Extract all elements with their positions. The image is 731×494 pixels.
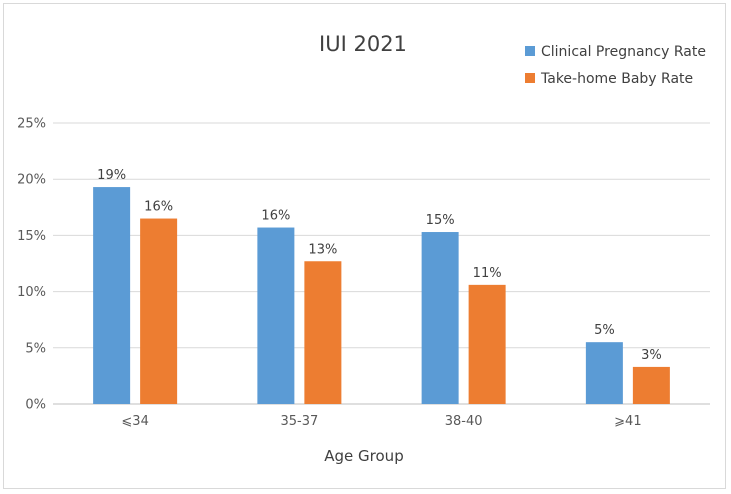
x-tick-label: 35-37 [280,414,318,429]
data-label: 15% [426,213,455,228]
bar [468,284,506,404]
legend-label-clinical-pregnancy: Clinical Pregnancy Rate [541,44,706,60]
y-tick-label: 25% [17,117,46,132]
chart-title: IUI 2021 [319,32,407,56]
bar [304,261,342,404]
bar [93,187,131,404]
y-tick-label: 10% [17,285,46,300]
x-axis-title: Age Group [324,447,403,465]
data-label: 16% [144,200,173,215]
bar [257,227,295,404]
x-tick-label: ⩽34 [121,414,148,429]
legend: Clinical Pregnancy Rate Take-home Baby R… [525,44,706,87]
legend-swatch-take-home-baby [525,73,535,83]
data-labels: 19% 16% 16% 13% 15% 11% 5% 3% [97,168,662,363]
y-tick-label: 15% [17,229,46,244]
bar [140,218,178,404]
data-label: 19% [97,168,126,183]
y-tick-label: 20% [17,173,46,188]
legend-swatch-clinical-pregnancy [525,46,535,56]
y-tick-label: 0% [25,398,46,413]
x-tick-label: ⩾41 [614,414,641,429]
bar [632,366,670,404]
bar [585,342,623,404]
data-label: 16% [261,209,290,224]
x-tick-label: 38-40 [445,414,483,429]
legend-label-take-home-baby: Take-home Baby Rate [540,71,693,87]
data-label: 11% [473,266,502,281]
y-axis-ticks: 0% 5% 10% 15% 20% 25% [17,117,46,413]
x-axis-ticks: ⩽34 35-37 38-40 ⩾41 [121,414,641,429]
y-tick-label: 5% [25,341,46,356]
data-label: 13% [308,242,337,257]
bars [93,187,670,404]
bar [421,232,459,404]
data-label: 5% [594,323,615,338]
data-label: 3% [641,348,662,363]
